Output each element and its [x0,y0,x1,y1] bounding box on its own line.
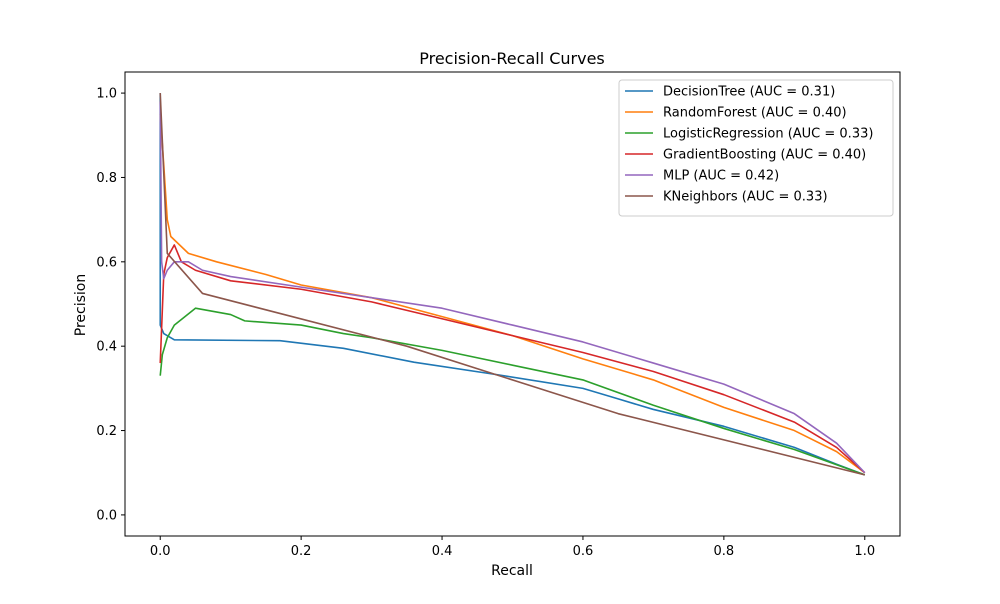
y-tick-label: 1.0 [96,87,117,102]
y-tick-label: 0.0 [96,508,117,523]
legend-label: GradientBoosting (AUC = 0.40) [663,148,866,163]
y-tick-label: 0.6 [96,255,117,270]
y-axis-ticks: 0.0 0.2 0.4 0.6 0.8 1.0 [96,87,125,523]
x-tick-label: 0.0 [150,544,171,559]
x-axis-ticks: 0.0 0.2 0.4 0.6 0.8 1.0 [150,536,875,559]
x-tick-label: 0.2 [291,544,312,559]
x-tick-label: 1.0 [854,544,875,559]
series-line-2 [159,307,866,476]
axes-frame [124,71,901,537]
series-line-5 [159,93,865,476]
y-tick-label: 0.4 [96,340,117,355]
legend-label: KNeighbors (AUC = 0.33) [663,190,828,205]
plot-lines [159,93,866,476]
legend-label: MLP (AUC = 0.42) [663,169,779,184]
legend-label: LogisticRegression (AUC = 0.33) [663,127,873,142]
chart-title: Precision-Recall Curves [419,49,605,68]
x-axis-label: Recall [491,563,533,579]
series-line-3 [159,244,866,474]
legend-label: RandomForest (AUC = 0.40) [663,106,847,121]
x-tick-label: 0.4 [432,544,453,559]
y-tick-label: 0.8 [96,171,117,186]
y-axis-label: Precision [73,274,89,336]
legend-label: DecisionTree (AUC = 0.31) [663,85,835,100]
y-tick-label: 0.2 [96,424,117,439]
series-line-4 [159,101,866,474]
x-tick-label: 0.6 [573,544,594,559]
legend: DecisionTree (AUC = 0.31) RandomForest (A… [618,79,894,217]
x-tick-label: 0.8 [714,544,735,559]
legend-box [618,79,894,217]
